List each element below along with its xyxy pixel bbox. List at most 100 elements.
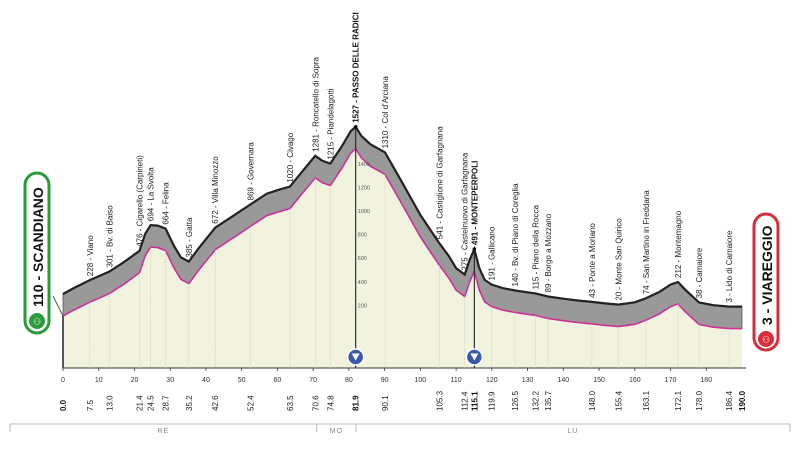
axis-tick-label: 180 [700, 377, 712, 384]
km-distance-label: 135.7 [544, 390, 553, 411]
axis-tick-label: 110 [451, 377, 462, 384]
km-distance-label: 74.8 [326, 395, 335, 411]
waypoint-label: 228 - Viano [86, 235, 95, 276]
km-distance-label: 155.4 [614, 390, 623, 411]
waypoint-label: 1281 - Roncatello di Sopra [311, 57, 320, 152]
waypoint-labels: 228 - Viano 301 - Bv. di Baiso 476 - Cigar… [86, 12, 734, 302]
waypoint-label: 385 - Gatta [185, 217, 194, 258]
axis-tick-label: 30 [166, 377, 174, 384]
axis-tick-label: 170 [665, 377, 677, 384]
altitude-tick: 1000 [358, 209, 370, 215]
km-distance-label: 105.3 [435, 390, 444, 411]
km-distance-label: 81.9 [352, 395, 361, 411]
axis-tick-label: 60 [274, 377, 282, 384]
profile-top-edge [62, 125, 742, 308]
altitude-tick: 200 [358, 303, 367, 309]
waypoint-label: 38 - Camaiore [695, 247, 704, 298]
waypoint-label: 476 - Cigarello (Carpineti) [136, 155, 145, 247]
km-distance-label: 13.0 [106, 395, 115, 411]
axis-tick-label: 40 [202, 377, 210, 384]
waypoint-label: 20 - Monte San Quirico [614, 218, 623, 301]
start-badge-frame [23, 171, 51, 335]
summit-dot [472, 247, 477, 251]
km-distance-label: 7.5 [86, 399, 95, 411]
km-gridlines: 1400 1200 1000 800 600 400 200 [89, 125, 730, 368]
axis-tick-label: 10 [95, 377, 103, 384]
km-distance-label: 190.0 [738, 390, 747, 411]
finish-badge: ⚇ 3 - VIAREGGIO [752, 212, 780, 352]
waypoint-label: 212 - Montemagno [674, 210, 683, 278]
waypoint-label: 43 - Ponte a Moriano [588, 223, 597, 298]
axis-tick-label: 90 [381, 377, 389, 384]
waypoint-label: 541 - Castiglione di Garfagnana [435, 126, 444, 240]
km-distance-label: 52.4 [246, 395, 255, 411]
km-distance-label: 148.0 [588, 390, 597, 411]
km-distance-label: 90.1 [381, 395, 390, 411]
region-bar: RE MO LU [9, 423, 791, 435]
axis-tick-label: 50 [238, 377, 246, 384]
waypoint-label: 491 - MONTEPERPOLI [470, 161, 479, 245]
profile-area-group [52, 125, 746, 369]
axis-tick-label: 140 [557, 377, 569, 384]
km-distance-label: 28.7 [162, 395, 171, 411]
waypoint-label: 301 - Bv. di Baiso [106, 205, 115, 268]
axis-tick-label: 150 [593, 377, 605, 384]
waypoint-label: 1527 - PASSO DELLE RADICI [352, 12, 361, 123]
km-distance-label: 35.2 [185, 395, 194, 411]
axis-tick-label: 130 [522, 377, 534, 384]
km-distance-label: 42.6 [211, 395, 220, 411]
axis-tick-label: 20 [131, 377, 139, 384]
km-distance-label: 163.1 [642, 390, 651, 411]
km-distance-label: 132.2 [531, 390, 540, 411]
km-distance-label: 126.5 [511, 390, 520, 411]
km-distance-label: 24.5 [147, 395, 156, 411]
km-distance-label: 70.6 [311, 395, 320, 411]
km-distance-label: 0.0 [59, 399, 68, 411]
waypoint-label: 115 - Piano della Rocca [531, 205, 540, 290]
waypoint-label: 275 - Castelnuovo di Garfagnana [461, 152, 470, 270]
waypoint-label: 3 - Lido di Camaiore [725, 230, 734, 303]
axis-tick-label: 160 [629, 377, 641, 384]
km-distance-label: 21.4 [136, 395, 145, 411]
bike-icon: ⚇ [762, 335, 770, 345]
waypoint-label: 1310 - Col d'Arciana [381, 76, 390, 149]
waypoint-label: 672 - Villa Minozzo [211, 156, 220, 224]
km-distance-label: 186.4 [725, 390, 734, 411]
waypoint-label: 191 - Gallicano [488, 226, 497, 280]
waypoint-label: 664 - Felina [162, 182, 171, 225]
start-label: 110 - SCANDIANO [30, 187, 46, 307]
finish-label: 3 - VIAREGGIO [759, 225, 775, 325]
altitude-tick: 1200 [358, 185, 370, 191]
gpm-triangle-icon [470, 353, 479, 361]
region-label: RE [158, 428, 170, 435]
region-label: MO [330, 428, 343, 435]
bike-icon: ⚇ [33, 317, 41, 327]
altitude-tick: 600 [358, 256, 367, 262]
summit-dot [353, 125, 358, 129]
axis-tick-label: 120 [486, 377, 498, 384]
gpm-triangle-icon [351, 353, 360, 361]
finish-bike-icon-bg [758, 331, 774, 347]
km-distance-label: 178.0 [695, 390, 704, 411]
profile-gradient-line [62, 147, 742, 330]
start-wall-edge [52, 295, 64, 317]
waypoint-label: 869 - Governara [246, 142, 255, 201]
waypoint-label: 89 - Borgo a Mozzano [544, 213, 553, 292]
km-distance-label: 115.1 [470, 391, 479, 411]
start-bike-icon-bg [29, 313, 45, 329]
waypoint-label: 694 - La Svolta [147, 167, 156, 221]
start-badge: ⚇ 110 - SCANDIANO [23, 171, 51, 335]
km-axis: 0 10 20 30 40 50 60 70 80 90 100 110 120 130 140 150 160… [59, 368, 747, 411]
km-distance-label: 119.9 [488, 391, 497, 411]
profile-base-area [63, 148, 742, 368]
altitude-tick: 800 [358, 233, 367, 239]
km-distance-label: 112.4 [461, 391, 470, 411]
region-label: LU [568, 428, 579, 435]
km-distance-label: 172.1 [674, 390, 683, 411]
waypoint-label: 1020 - Civago [286, 132, 295, 182]
axis-tick-label: 0 [61, 377, 65, 384]
finish-badge-frame [752, 212, 780, 352]
altitude-tick: 1400 [358, 162, 370, 168]
